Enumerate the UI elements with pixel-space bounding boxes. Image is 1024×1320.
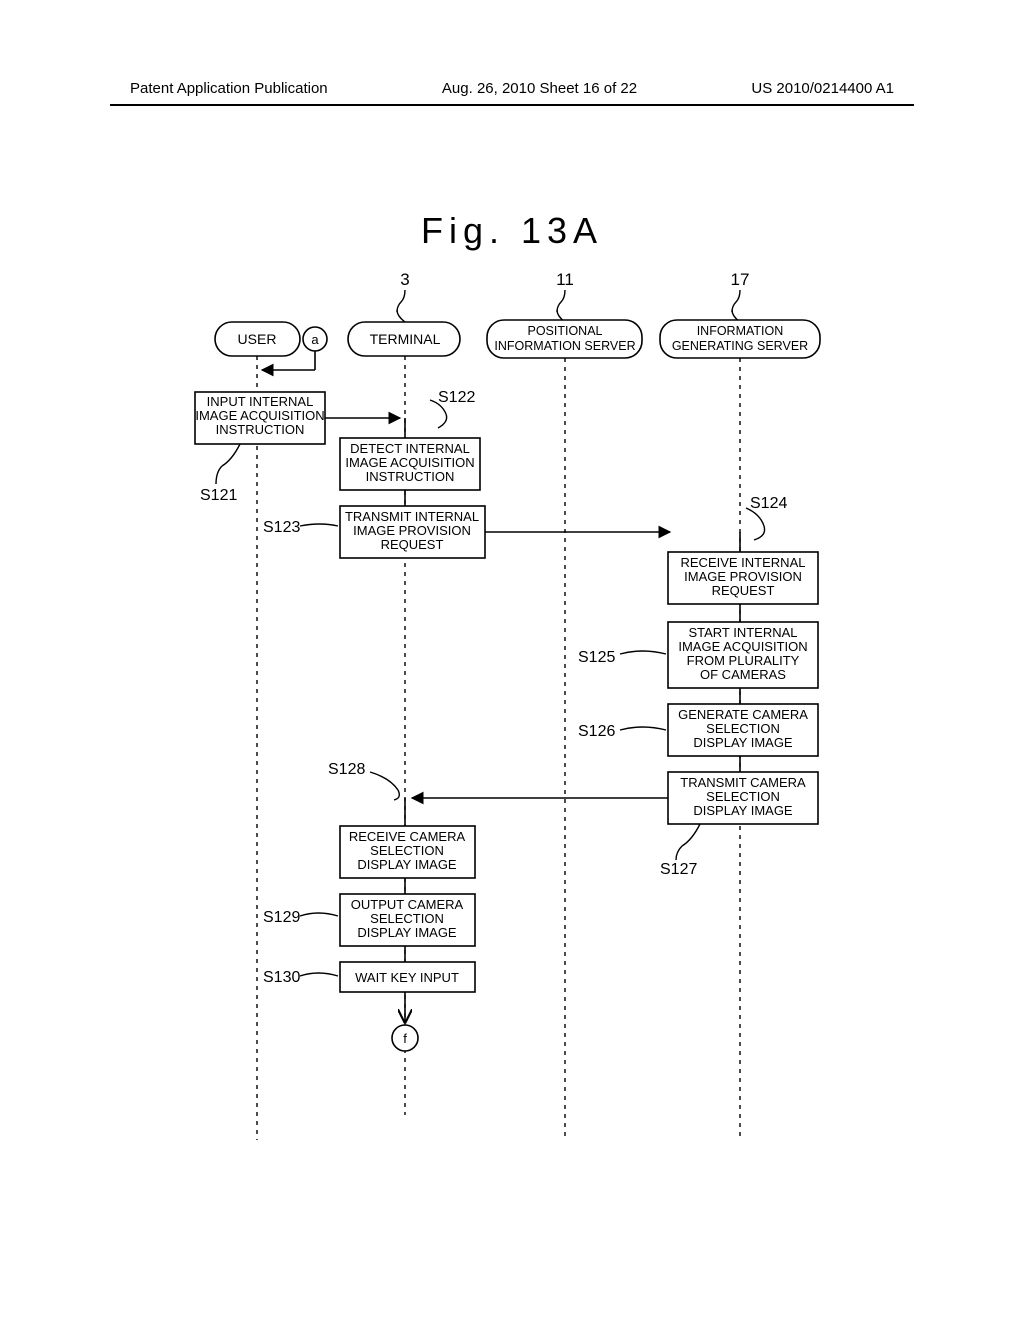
svg-text:FROM PLURALITY: FROM PLURALITY bbox=[687, 653, 800, 668]
svg-text:DISPLAY IMAGE: DISPLAY IMAGE bbox=[693, 735, 793, 750]
s128-id: S128 bbox=[328, 761, 365, 778]
s128-label-leader bbox=[370, 772, 399, 800]
pos-lane-label-1: POSITIONAL bbox=[527, 324, 602, 338]
svg-text:START INTERNAL: START INTERNAL bbox=[688, 625, 797, 640]
svg-text:OUTPUT CAMERA: OUTPUT CAMERA bbox=[351, 897, 464, 912]
header-rule bbox=[110, 104, 914, 106]
svg-text:INPUT INTERNAL: INPUT INTERNAL bbox=[207, 394, 314, 409]
svg-text:SELECTION: SELECTION bbox=[706, 721, 780, 736]
svg-text:IMAGE ACQUISITION: IMAGE ACQUISITION bbox=[195, 408, 324, 423]
terminal-lane-label: TERMINAL bbox=[370, 331, 441, 347]
svg-text:RECEIVE CAMERA: RECEIVE CAMERA bbox=[349, 829, 466, 844]
info-lane-label-2: GENERATING SERVER bbox=[672, 339, 808, 353]
s125-id: S125 bbox=[578, 649, 615, 666]
s130 bbox=[300, 946, 475, 992]
svg-text:INSTRUCTION: INSTRUCTION bbox=[366, 469, 455, 484]
connector-a-label: a bbox=[311, 332, 319, 347]
info-lane-label-1: INFORMATION bbox=[697, 324, 784, 338]
pos-lane-label-2: INFORMATION SERVER bbox=[494, 339, 635, 353]
s124-id: S124 bbox=[750, 495, 787, 512]
svg-text:DISPLAY IMAGE: DISPLAY IMAGE bbox=[357, 925, 457, 940]
svg-text:TRANSMIT INTERNAL: TRANSMIT INTERNAL bbox=[345, 509, 479, 524]
svg-text:OF CAMERAS: OF CAMERAS bbox=[700, 667, 786, 682]
header-center: Aug. 26, 2010 Sheet 16 of 22 bbox=[442, 80, 637, 97]
svg-text:SELECTION: SELECTION bbox=[706, 789, 780, 804]
svg-text:IMAGE PROVISION: IMAGE PROVISION bbox=[353, 523, 471, 538]
svg-text:SELECTION: SELECTION bbox=[370, 843, 444, 858]
figure-title: Fig. 13A bbox=[0, 210, 1024, 252]
lane-numbers: 3 11 17 bbox=[397, 270, 749, 322]
s124-label-leader bbox=[746, 508, 765, 540]
svg-text:DISPLAY IMAGE: DISPLAY IMAGE bbox=[357, 857, 457, 872]
user-lane-label: USER bbox=[238, 331, 277, 347]
s127-id: S127 bbox=[660, 861, 697, 878]
terminal-num: 3 bbox=[400, 270, 409, 289]
sequence-diagram: 3 11 17 USER a TERMINAL POSITIONAL INFOR… bbox=[120, 270, 890, 1170]
svg-text:DISPLAY IMAGE: DISPLAY IMAGE bbox=[693, 803, 793, 818]
svg-text:IMAGE PROVISION: IMAGE PROVISION bbox=[684, 569, 802, 584]
svg-text:DETECT INTERNAL: DETECT INTERNAL bbox=[350, 441, 470, 456]
box-texts: INPUT INTERNAL IMAGE ACQUISITION INSTRUC… bbox=[195, 394, 808, 1046]
header-right: US 2010/0214400 A1 bbox=[751, 80, 894, 97]
svg-text:WAIT KEY INPUT: WAIT KEY INPUT bbox=[355, 970, 459, 985]
s126-id: S126 bbox=[578, 723, 615, 740]
s123-id: S123 bbox=[263, 519, 300, 536]
svg-text:TRANSMIT CAMERA: TRANSMIT CAMERA bbox=[680, 775, 806, 790]
page-header: Patent Application Publication Aug. 26, … bbox=[0, 80, 1024, 97]
svg-text:IMAGE ACQUISITION: IMAGE ACQUISITION bbox=[678, 639, 807, 654]
svg-text:REQUEST: REQUEST bbox=[381, 537, 444, 552]
s129-id: S129 bbox=[263, 909, 300, 926]
header-left: Patent Application Publication bbox=[130, 80, 328, 97]
svg-text:SELECTION: SELECTION bbox=[370, 911, 444, 926]
diagram-svg: 3 11 17 USER a TERMINAL POSITIONAL INFOR… bbox=[120, 270, 890, 1170]
s130-id: S130 bbox=[263, 969, 300, 986]
pos-num: 11 bbox=[556, 270, 574, 289]
svg-text:REQUEST: REQUEST bbox=[712, 583, 775, 598]
s122-id: S122 bbox=[438, 389, 475, 406]
svg-text:RECEIVE INTERNAL: RECEIVE INTERNAL bbox=[681, 555, 806, 570]
s121-id: S121 bbox=[200, 487, 237, 504]
info-num: 17 bbox=[731, 270, 750, 289]
svg-text:GENERATE CAMERA: GENERATE CAMERA bbox=[678, 707, 808, 722]
svg-text:f: f bbox=[403, 1031, 407, 1046]
svg-text:INSTRUCTION: INSTRUCTION bbox=[216, 422, 305, 437]
svg-text:IMAGE ACQUISITION: IMAGE ACQUISITION bbox=[345, 455, 474, 470]
